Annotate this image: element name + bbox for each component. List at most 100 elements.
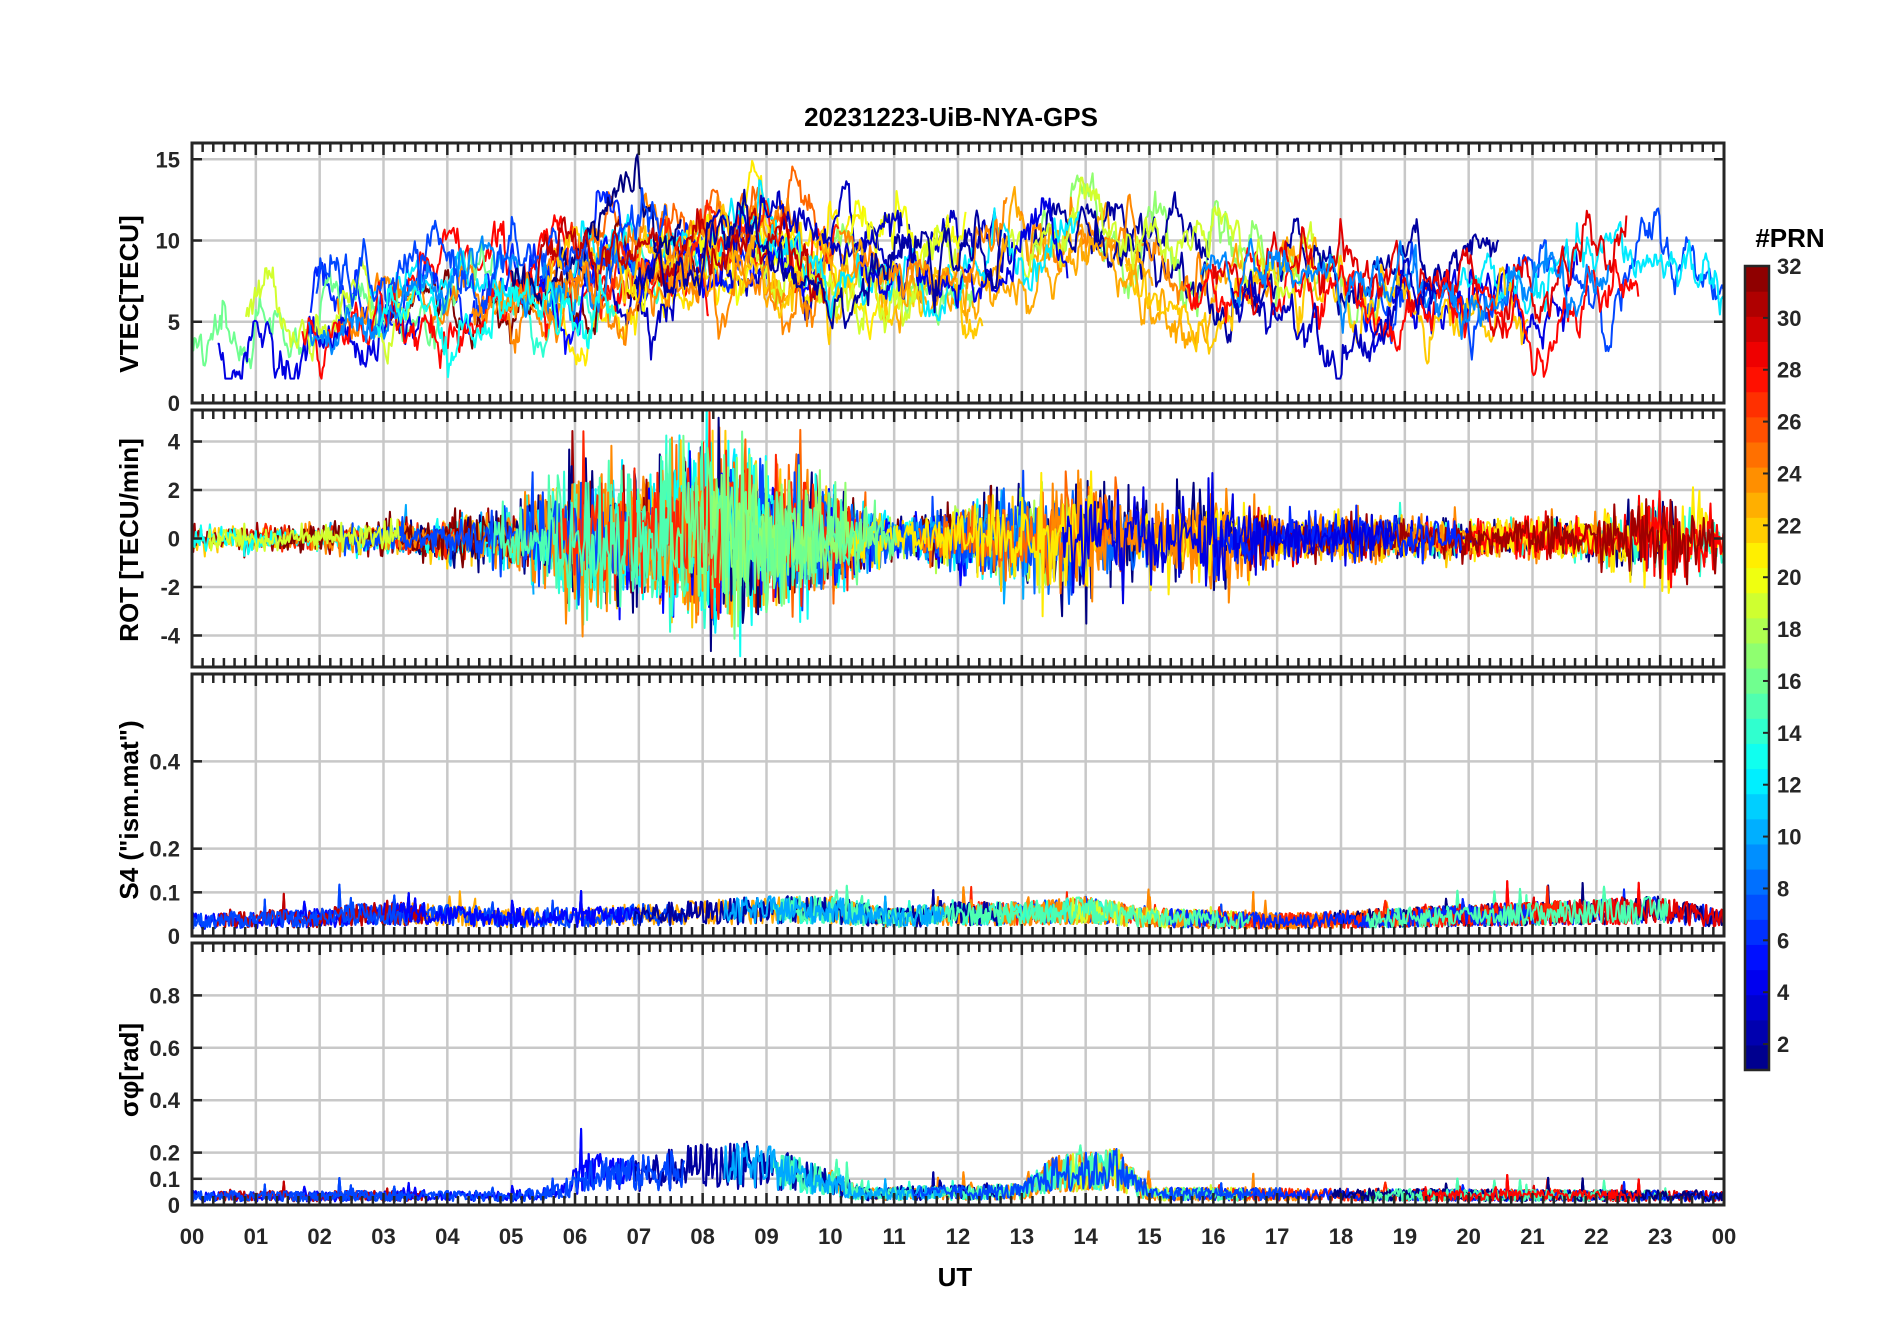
colorbar-segment <box>1745 391 1769 418</box>
y-tick-label-vtec: 10 <box>156 229 180 254</box>
trace-prn-19 <box>207 517 401 555</box>
trace-prn-15 <box>1365 885 1669 929</box>
x-tick-label: 01 <box>244 1224 268 1249</box>
ylabel-s4: S4 ("ism.mat") <box>114 720 144 899</box>
x-minor-ticks-rot <box>190 410 1726 667</box>
colorbar-segment <box>1745 969 1769 996</box>
y-tick-label-s4: 0 <box>168 924 180 949</box>
ylabel-sigma-phi: σφ[rad] <box>114 1023 144 1117</box>
colorbar-segment <box>1745 894 1769 920</box>
y-tick-label-sigma_phi: 0.8 <box>149 983 180 1008</box>
y-tick-label-s4: 0.1 <box>149 880 180 905</box>
x-tick-label: 23 <box>1648 1224 1672 1249</box>
x-tick-label: 19 <box>1393 1224 1417 1249</box>
trace-prn-4 <box>1062 472 1396 605</box>
colorbar-segment <box>1745 843 1769 870</box>
trace-prn-30 <box>536 207 826 304</box>
colorbar-tick-label: 24 <box>1777 461 1802 486</box>
colorbar-tick-label: 16 <box>1777 669 1801 694</box>
x-tick-label: 16 <box>1201 1224 1225 1249</box>
trace-prn-10 <box>723 1142 945 1201</box>
trace-prn-7 <box>192 898 412 930</box>
colorbar-segment <box>1745 642 1769 669</box>
x-tick-label: 20 <box>1456 1224 1480 1249</box>
x-tick-label: 07 <box>627 1224 651 1249</box>
colorbar-segment <box>1745 994 1769 1021</box>
grid-s4 <box>192 674 1724 938</box>
trace-prn-15 <box>771 884 1252 930</box>
trace-prn-5 <box>398 890 641 928</box>
colorbar-tick-label: 22 <box>1777 513 1801 538</box>
trace-prn-2 <box>1085 201 1500 344</box>
x-tick-label: 05 <box>499 1224 523 1249</box>
trace-prn-10 <box>723 895 945 928</box>
colorbar-segment <box>1745 693 1769 719</box>
y-tick-label-sigma_phi: 0.1 <box>149 1167 180 1192</box>
y-tick-label-sigma_phi: 0.4 <box>149 1088 180 1113</box>
x-tick-label: 06 <box>563 1224 587 1249</box>
colorbar-tick-label: 18 <box>1777 617 1801 642</box>
colorbar-segment <box>1745 366 1769 393</box>
trace-prn-7 <box>911 1148 1283 1202</box>
x-minor-ticks-vtec <box>190 143 1726 403</box>
trace-prn-9 <box>1200 238 1610 340</box>
ylabel-rot: ROT [TECU/min] <box>114 438 144 642</box>
x-tick-label: 18 <box>1329 1224 1353 1249</box>
colorbar-tick-label: 20 <box>1777 565 1801 590</box>
trace-prn-3 <box>707 190 903 269</box>
y-tick-label-vtec: 15 <box>156 147 180 172</box>
colorbar-segment <box>1745 492 1769 518</box>
y-tick-label-sigma_phi: 0.2 <box>149 1141 180 1166</box>
colorbar-segment <box>1745 818 1769 845</box>
x-tick-label: 10 <box>818 1224 842 1249</box>
trace-prn-2 <box>1030 191 1209 280</box>
colorbar-tick-label: 4 <box>1777 980 1790 1005</box>
trace-prn-21 <box>1137 501 1614 596</box>
x-tick-label: 00 <box>1712 1224 1736 1249</box>
colorbar-tick-label: 8 <box>1777 876 1789 901</box>
trace-prn-15 <box>492 438 673 616</box>
trace-prn-28 <box>301 263 549 380</box>
panel-rot: ROT [TECU/min] -4 -2 0 2 4 <box>114 408 1726 669</box>
traces-vtec <box>192 153 1724 380</box>
x-minor-ticks-s4 <box>190 674 1726 936</box>
trace-prn-15 <box>1374 1177 1605 1202</box>
x-tick-label: 22 <box>1584 1224 1608 1249</box>
colorbar-tick-label: 14 <box>1777 721 1802 746</box>
colorbar-segment <box>1745 793 1769 820</box>
trace-prn-31 <box>1240 498 1718 586</box>
colorbar-segment <box>1745 944 1769 971</box>
x-tick-label: 02 <box>307 1224 331 1249</box>
traces-rot <box>192 410 1724 658</box>
colorbar-segment <box>1745 617 1769 644</box>
colorbar-segment <box>1745 291 1769 317</box>
colorbar-tick-label: 32 <box>1777 254 1801 279</box>
colorbar-tick-label: 30 <box>1777 306 1801 331</box>
x-tick-label: 15 <box>1137 1224 1161 1249</box>
panel-vtec: VTEC[TECU] 0 5 10 15 <box>114 141 1726 416</box>
colorbar-segment <box>1745 467 1769 493</box>
x-axis: UT 00 01 02 03 04 05 06 07 08 09 10 11 12 13 14 15 16 17 1… <box>180 1224 1736 1292</box>
colorbar-segment <box>1745 341 1769 368</box>
colorbar-segment <box>1745 266 1769 292</box>
y-tick-label-vtec: 0 <box>168 391 180 416</box>
colorbar-segment <box>1745 743 1769 770</box>
x-tick-label: 13 <box>1010 1224 1034 1249</box>
trace-prn-13 <box>375 274 612 379</box>
y-tick-label-s4: 0.2 <box>149 837 180 862</box>
y-tick-label-rot: 4 <box>168 430 181 455</box>
trace-prn-16 <box>669 430 898 640</box>
colorbar-tick-label: 10 <box>1777 825 1801 850</box>
x-tick-label: 09 <box>754 1224 778 1249</box>
colorbar-segment <box>1745 416 1769 443</box>
y-tick-label-rot: -4 <box>160 623 180 648</box>
x-tick-label: 03 <box>371 1224 395 1249</box>
trace-prn-22 <box>1125 254 1529 365</box>
colorbar-segment <box>1745 441 1769 468</box>
colorbar-segment <box>1745 718 1769 744</box>
colorbar-segment <box>1745 1019 1769 1046</box>
y-tick-label-rot: 2 <box>168 478 180 503</box>
y-tick-label-rot: -2 <box>160 575 180 600</box>
colorbar-tick-label: 6 <box>1777 928 1789 953</box>
